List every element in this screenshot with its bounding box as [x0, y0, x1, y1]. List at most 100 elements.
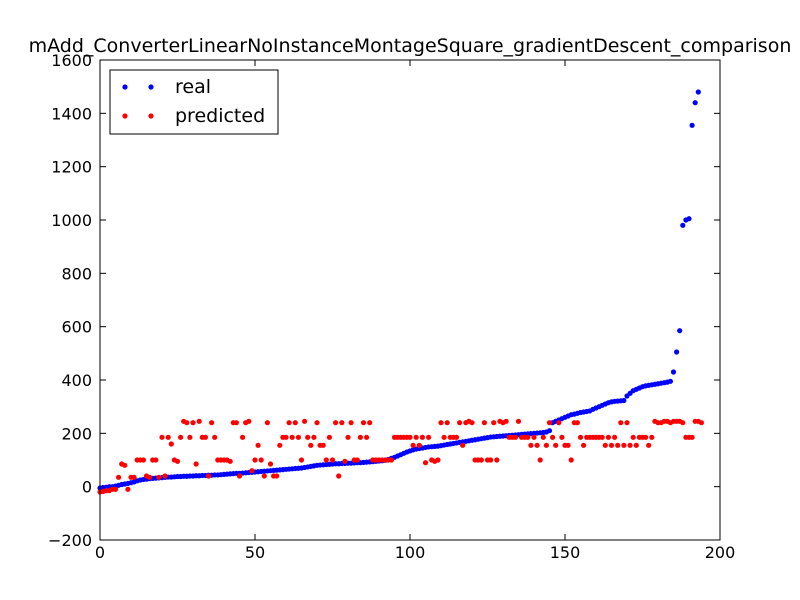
data-point-predicted: [286, 420, 292, 426]
data-point-predicted: [246, 418, 252, 424]
data-point-predicted: [122, 462, 128, 468]
data-point-predicted: [205, 473, 212, 479]
data-point-predicted: [156, 474, 162, 480]
data-point-predicted: [649, 434, 655, 440]
data-point-predicted: [153, 457, 159, 463]
data-point-predicted: [438, 420, 444, 426]
data-point-predicted: [534, 442, 540, 448]
data-point-predicted: [147, 474, 153, 480]
legend-box: [109, 69, 279, 135]
data-point-predicted: [422, 460, 429, 466]
data-point-predicted: [249, 468, 255, 474]
data-point-real: [621, 397, 627, 404]
data-point-predicted: [112, 486, 119, 492]
data-point-predicted: [125, 486, 131, 492]
data-point-predicted: [302, 418, 308, 424]
data-point-predicted: [630, 434, 636, 440]
legend-marker-real: [122, 84, 128, 90]
data-point-predicted: [546, 420, 553, 426]
data-point-predicted: [488, 457, 494, 463]
data-point-predicted: [184, 420, 190, 426]
data-point-predicted: [627, 442, 633, 448]
data-point-predicted: [568, 457, 574, 463]
data-point-predicted: [615, 442, 621, 448]
data-point-predicted: [193, 461, 199, 467]
data-point-predicted: [252, 457, 258, 463]
data-point-predicted: [292, 420, 298, 426]
data-point-predicted: [360, 420, 367, 426]
y-tick-label: 1200: [51, 158, 92, 177]
data-point-predicted: [342, 458, 348, 464]
data-point-predicted: [565, 442, 571, 448]
x-tick-label: 150: [550, 543, 581, 562]
data-point-predicted: [612, 434, 618, 440]
data-point-predicted: [277, 442, 283, 448]
data-point-predicted: [460, 442, 466, 448]
data-point-predicted: [187, 434, 193, 440]
data-point-predicted: [602, 442, 608, 448]
y-tick-label: 800: [61, 264, 92, 283]
data-point-predicted: [494, 457, 500, 463]
data-point-predicted: [131, 474, 137, 480]
data-point-predicted: [621, 442, 627, 448]
y-tick-label: 1600: [51, 51, 92, 70]
data-point-predicted: [481, 420, 487, 426]
data-point-predicted: [311, 434, 317, 440]
data-point-predicted: [258, 457, 264, 463]
data-point-predicted: [323, 457, 329, 463]
legend-marker-real: [148, 84, 154, 90]
y-tick-label: 0: [82, 478, 92, 497]
y-tick-label: 600: [61, 318, 92, 337]
x-tick-label: 50: [245, 543, 265, 562]
data-point-predicted: [444, 420, 450, 426]
data-point-predicted: [283, 434, 289, 440]
data-point-predicted: [689, 434, 695, 440]
data-point-real: [674, 349, 680, 355]
data-point-predicted: [537, 457, 543, 463]
data-point-predicted: [116, 474, 122, 480]
data-point-predicted: [574, 420, 581, 426]
data-point-predicted: [308, 442, 314, 448]
data-point-predicted: [469, 420, 475, 426]
data-point-predicted: [599, 434, 605, 440]
data-points: [97, 89, 705, 495]
data-point-predicted: [605, 434, 612, 440]
data-point-real: [692, 100, 698, 106]
data-point-predicted: [543, 442, 550, 448]
data-point-predicted: [236, 473, 243, 479]
data-point-predicted: [314, 420, 320, 426]
data-point-predicted: [295, 434, 301, 440]
data-point-predicted: [407, 434, 413, 440]
legend: real predicted: [109, 69, 279, 135]
data-point-predicted: [168, 441, 174, 447]
x-axis-ticks: 0 50 100 150 200: [95, 60, 735, 562]
data-point-real: [667, 378, 674, 384]
data-point-predicted: [212, 434, 218, 440]
data-point-predicted: [646, 442, 652, 448]
data-point-predicted: [503, 418, 509, 424]
data-point-predicted: [196, 418, 202, 424]
data-point-predicted: [261, 473, 267, 479]
data-point-predicted: [320, 442, 326, 448]
data-point-predicted: [643, 434, 649, 440]
data-point-predicted: [329, 457, 336, 463]
y-tick-label: 200: [61, 424, 92, 443]
data-point-predicted: [140, 457, 146, 463]
data-point-predicted: [159, 434, 165, 440]
data-point-predicted: [410, 442, 416, 448]
legend-marker-predicted: [122, 113, 128, 119]
data-point-predicted: [491, 420, 497, 426]
data-point-predicted: [525, 434, 531, 440]
data-point-predicted: [367, 420, 373, 426]
data-point-predicted: [426, 434, 432, 440]
data-point-real: [670, 369, 677, 375]
data-point-predicted: [559, 434, 565, 440]
data-point-predicted: [209, 420, 215, 426]
data-point-real: [695, 89, 701, 95]
legend-label-predicted: predicted: [175, 105, 265, 127]
y-tick-label: 1400: [51, 104, 92, 123]
data-point-predicted: [339, 420, 345, 426]
data-point-predicted: [165, 434, 171, 440]
data-point-predicted: [354, 457, 360, 463]
data-point-predicted: [515, 418, 522, 424]
